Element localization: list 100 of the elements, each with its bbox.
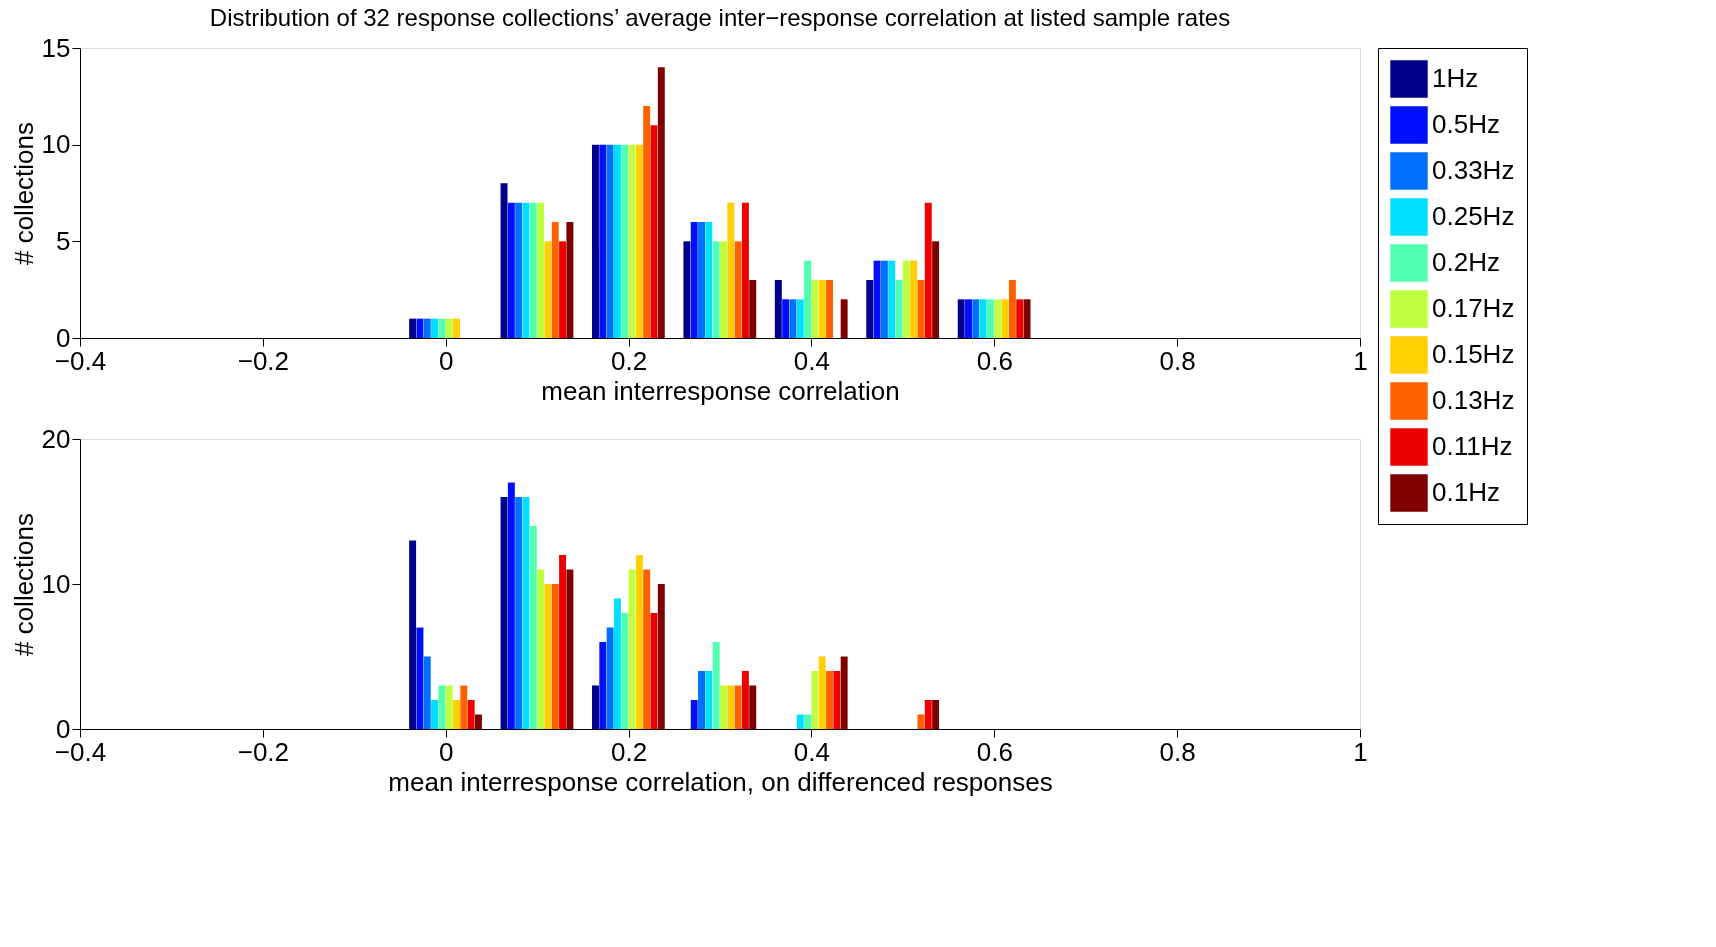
x-tick-label: 0.6 (976, 345, 1013, 376)
bar (818, 280, 826, 338)
bar (789, 299, 797, 338)
bar (690, 700, 698, 729)
bar (734, 241, 742, 338)
bar (592, 144, 599, 338)
bar (712, 241, 720, 338)
y-tick-label: 0 (56, 713, 71, 744)
legend-label: 0.5Hz (1432, 109, 1500, 139)
bar (741, 202, 749, 338)
bar (782, 299, 790, 338)
legend-label: 0.11Hz (1432, 431, 1513, 461)
bar (474, 714, 482, 729)
bar (613, 144, 621, 338)
bar (599, 144, 607, 338)
bar (635, 144, 643, 338)
x-tick-label: −0.2 (237, 736, 290, 767)
x-tick-label: −0.2 (237, 345, 290, 376)
x-tick-label: 1 (1353, 736, 1368, 767)
bar (657, 67, 665, 338)
bar (1016, 299, 1024, 338)
x-tick-label: 0.8 (1159, 736, 1196, 767)
x-tick-label: 0.4 (793, 736, 831, 767)
bar (917, 280, 925, 338)
bar (712, 642, 720, 729)
bar (657, 584, 665, 729)
bar (734, 685, 742, 729)
chart-title: Distribution of 32 response collections’ average inter−response correlation at listed sample rates (209, 4, 1231, 31)
bar (741, 671, 749, 729)
bar (544, 241, 552, 338)
bar (643, 569, 651, 729)
bar (698, 222, 706, 338)
bar (500, 183, 508, 338)
bar (453, 700, 460, 729)
bar (529, 526, 537, 729)
bar (727, 685, 735, 729)
bar (902, 260, 910, 338)
bar (416, 318, 424, 338)
x-tick-label: 0.2 (610, 345, 648, 376)
bar (559, 241, 567, 338)
bar (409, 318, 417, 338)
legend-label: 0.33Hz (1432, 155, 1515, 185)
bar (599, 642, 607, 729)
bar (423, 318, 431, 338)
bar (749, 685, 757, 729)
bar (460, 685, 468, 729)
bar (445, 685, 453, 729)
bar (826, 280, 834, 338)
bar (507, 482, 515, 729)
bar (880, 260, 888, 338)
bar (635, 555, 643, 729)
bar (592, 685, 599, 729)
x-axis-title: mean interresponse correlation (541, 375, 900, 406)
bar (888, 260, 896, 338)
y-tick-label: 15 (41, 32, 71, 63)
y-tick-label: 5 (56, 225, 71, 256)
bar (416, 627, 424, 729)
y-axis-title: # collections (8, 512, 39, 657)
bar (559, 555, 567, 729)
bar (537, 569, 545, 729)
legend-label: 0.2Hz (1432, 247, 1500, 277)
bar (796, 714, 804, 729)
bar (917, 714, 925, 729)
bar (566, 222, 574, 338)
y-tick-label: 10 (41, 568, 71, 599)
bar (840, 299, 848, 338)
bar (551, 222, 559, 338)
bar (1001, 299, 1009, 338)
bar (932, 241, 940, 338)
bar (705, 671, 713, 729)
bar (507, 202, 515, 338)
bar (423, 656, 431, 729)
bar (690, 222, 698, 338)
bar (628, 144, 636, 338)
bar (431, 318, 439, 338)
bar (515, 202, 523, 338)
bar (438, 318, 446, 338)
bar (613, 598, 621, 729)
bar (994, 299, 1002, 338)
legend-label: 1Hz (1432, 63, 1479, 93)
x-tick-label: 0.2 (610, 736, 648, 767)
x-tick-label: 0 (438, 345, 454, 376)
bar (544, 584, 552, 729)
x-tick-label: 0 (438, 736, 454, 767)
legend-label: 0.17Hz (1432, 293, 1515, 323)
bar (774, 280, 782, 338)
bar (445, 318, 453, 338)
bar (910, 260, 918, 338)
bar (796, 299, 804, 338)
bar (698, 671, 706, 729)
bar (965, 299, 972, 338)
bar (924, 202, 932, 338)
legend-label: 0.1Hz (1432, 477, 1500, 507)
bar (628, 569, 636, 729)
bar (866, 280, 874, 338)
bar (924, 700, 932, 729)
bar (727, 202, 735, 338)
bar (749, 280, 757, 338)
legend-label: 0.13Hz (1432, 385, 1515, 415)
x-tick-label: 0.6 (976, 736, 1013, 767)
